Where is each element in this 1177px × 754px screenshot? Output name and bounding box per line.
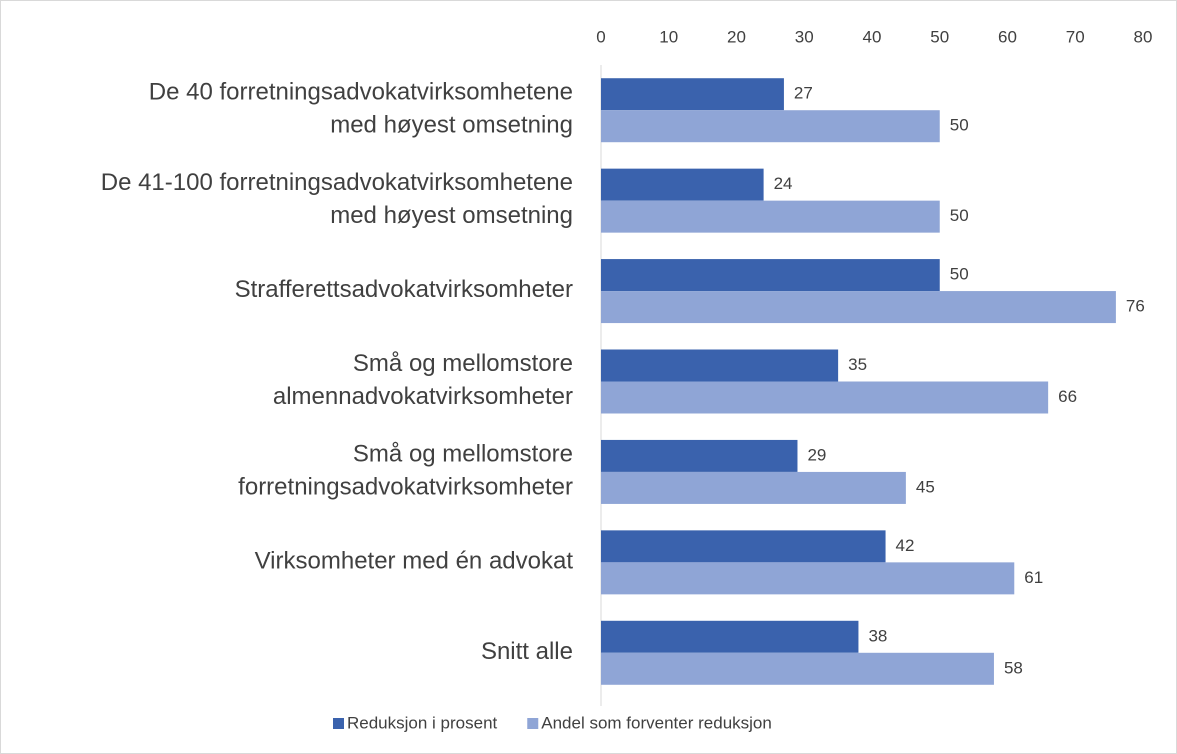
data-label: 50 xyxy=(950,206,969,225)
y-tick-label: Virksomheter med én advokat xyxy=(255,548,574,575)
legend-label: Andel som forventer reduksjon xyxy=(541,713,772,732)
data-label: 66 xyxy=(1058,387,1077,406)
bar xyxy=(601,562,1015,595)
bar xyxy=(601,620,859,653)
x-tick-label: 70 xyxy=(1066,27,1085,46)
bar xyxy=(601,168,764,201)
bar xyxy=(601,381,1049,414)
x-tick-label: 40 xyxy=(863,27,882,46)
bar xyxy=(601,110,940,143)
data-label: 50 xyxy=(950,265,969,284)
data-label: 76 xyxy=(1126,297,1145,316)
data-label: 35 xyxy=(848,355,867,374)
data-label: 27 xyxy=(794,84,813,103)
legend-swatch xyxy=(527,718,539,729)
bar xyxy=(601,439,798,472)
data-label: 29 xyxy=(807,445,826,464)
bar xyxy=(601,530,886,563)
data-label: 38 xyxy=(868,626,887,645)
x-tick-label: 30 xyxy=(795,27,814,46)
data-label: 24 xyxy=(774,174,793,193)
bar xyxy=(601,78,784,111)
x-tick-label: 0 xyxy=(596,27,605,46)
data-label: 42 xyxy=(896,536,915,555)
bar xyxy=(601,291,1116,324)
y-tick-label: Små og mellomstore almennadvokatvirksomhe… xyxy=(273,350,573,410)
data-label: 45 xyxy=(916,477,935,496)
legend-swatch xyxy=(333,718,344,729)
x-tick-label: 50 xyxy=(930,27,949,46)
y-tick-label: Snitt alle xyxy=(481,638,573,665)
legend-label: Reduksjon i prosent xyxy=(347,713,498,732)
x-tick-label: 10 xyxy=(659,27,678,46)
y-tick-label: De 40 forretningsadvokatvirksomhetene med… xyxy=(149,79,573,139)
y-tick-label: Strafferettsadvokatvirksomheter xyxy=(235,276,573,303)
x-tick-label: 60 xyxy=(998,27,1017,46)
bar xyxy=(601,200,940,233)
data-label: 58 xyxy=(1004,658,1023,677)
x-tick-label: 80 xyxy=(1134,27,1153,46)
x-tick-label: 20 xyxy=(727,27,746,46)
data-label: 61 xyxy=(1024,568,1043,587)
bar xyxy=(601,471,906,504)
bar xyxy=(601,652,994,685)
y-tick-label: De 41-100 forretningsadvokatvirksomheten… xyxy=(101,169,573,229)
data-label: 50 xyxy=(950,116,969,135)
bar xyxy=(601,349,839,382)
y-tick-label: Små og mellomstore forretningsadvokatvirk… xyxy=(238,441,573,501)
bar xyxy=(601,259,940,292)
